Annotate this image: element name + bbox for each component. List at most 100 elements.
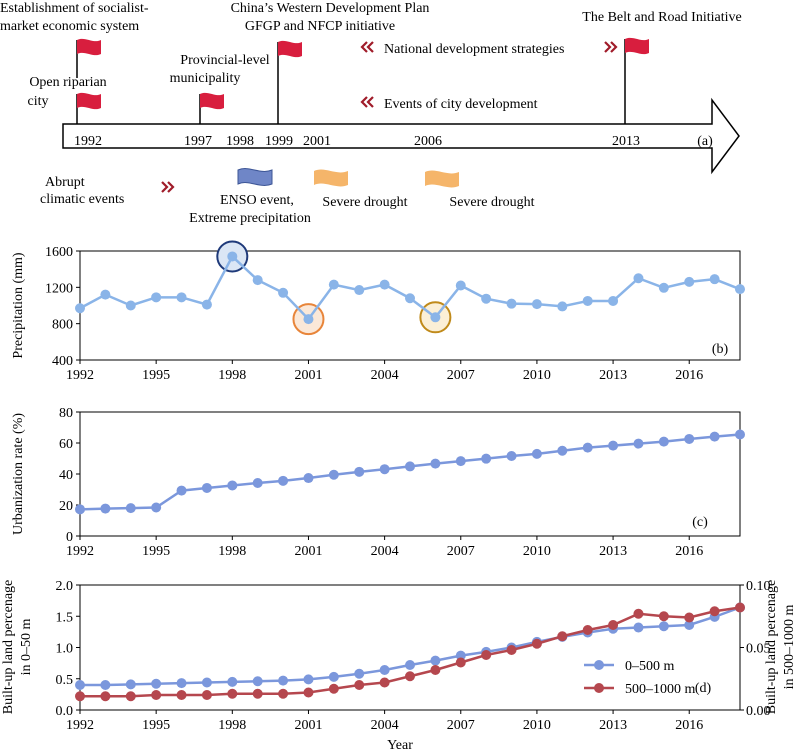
legend-city-label: Events of city development bbox=[384, 97, 538, 112]
panel-b-yticklabel-1200: 1200 bbox=[45, 281, 73, 296]
timeline-year-1999: 1999 bbox=[265, 134, 293, 149]
panel-b-point-2002 bbox=[328, 279, 339, 290]
legend-climate-label-line2: climatic events bbox=[40, 192, 124, 207]
panel-label-c: (c) bbox=[692, 515, 708, 530]
panel-c-yticklabel-40: 40 bbox=[59, 468, 73, 483]
panel-d-series-0-point-1993 bbox=[100, 680, 111, 690]
panel-c-x-ticklabel-2016: 2016 bbox=[675, 544, 703, 559]
city-event-1992-line2: city bbox=[28, 94, 49, 109]
panel-b-x-ticklabel-2004: 2004 bbox=[371, 368, 399, 383]
panel-c-point-1996 bbox=[176, 485, 187, 496]
panel-b-point-2014 bbox=[633, 273, 644, 284]
panel-b-point-2006 bbox=[430, 312, 441, 323]
panel-b-point-1994 bbox=[125, 300, 136, 311]
flag-1992-national bbox=[77, 38, 101, 56]
climate-event-2006-label: Severe drought bbox=[449, 195, 534, 210]
panel-b-point-2003 bbox=[354, 285, 365, 296]
panel-c-point-2003 bbox=[354, 466, 365, 477]
panel-d-yleft-ticklabel-1.5: 1.5 bbox=[56, 610, 74, 625]
panel-c-point-2014 bbox=[633, 438, 644, 449]
panel-c-point-1992 bbox=[75, 504, 85, 515]
panel-d-ylabel-right-line1: Built-up land percenage bbox=[764, 580, 779, 715]
panel-d-series-1-point-2010 bbox=[531, 638, 542, 649]
panel-b-point-2009 bbox=[506, 298, 517, 309]
panel-d-yright-ticklabel-0.10: 0.10 bbox=[746, 579, 771, 594]
panel-b-point-2008 bbox=[481, 293, 492, 304]
legend-climate-label-line1: Abrupt bbox=[45, 175, 85, 190]
timeline-year-2001: 2001 bbox=[303, 134, 331, 149]
panel-b-yticklabel-1600: 1600 bbox=[45, 245, 73, 260]
panel-d-series-0-point-1999 bbox=[252, 676, 263, 687]
panel-c-point-1998 bbox=[227, 480, 238, 491]
panel-d-series-1-point-2017 bbox=[709, 606, 720, 617]
panel-d-series-1-point-1992 bbox=[75, 691, 85, 702]
panel-b-point-2011 bbox=[557, 301, 568, 312]
legend-national-label: National development strategies bbox=[384, 42, 564, 57]
city-event-1992-line1: Open riparian bbox=[29, 75, 106, 90]
legend-city-chevron-1 bbox=[366, 96, 374, 108]
panel-b-x-ticklabel-1992: 1992 bbox=[66, 368, 94, 383]
panel-d-x-ticklabel-2007: 2007 bbox=[447, 718, 475, 733]
panel-d-series-1-point-2002 bbox=[328, 683, 339, 694]
panel-d-series-0-point-1994 bbox=[125, 679, 136, 690]
panel-d-series-1-point-2006 bbox=[430, 665, 441, 675]
panel-c-x-ticklabel-1995: 1995 bbox=[142, 544, 170, 559]
legend-climate-chevron-0 bbox=[161, 181, 169, 193]
panel-d-series-1-point-2018 bbox=[735, 602, 745, 613]
panel-c-point-1994 bbox=[125, 503, 136, 514]
panel-label-b: (b) bbox=[712, 342, 729, 357]
panel-d-series-0-point-1996 bbox=[176, 678, 187, 689]
panel-d-series-1-point-2003 bbox=[354, 680, 365, 690]
flag-1997-city bbox=[200, 92, 224, 110]
flag-2013-national bbox=[625, 37, 649, 55]
panel-d-series-1-point-1995 bbox=[151, 690, 162, 700]
panel-b-point-1996 bbox=[176, 292, 187, 303]
panel-d-series-0-point-2007 bbox=[455, 650, 466, 661]
flag-1992-city bbox=[77, 92, 101, 110]
climate-event-1998-line1: ENSO event, bbox=[220, 193, 294, 208]
climate-banner-1998 bbox=[237, 168, 273, 186]
panel-d-series-1-point-2007 bbox=[455, 657, 466, 668]
panel-d-series-1-point-2011 bbox=[557, 631, 568, 642]
panel-b-yticklabel-800: 800 bbox=[52, 318, 73, 333]
panel-c-point-2005 bbox=[405, 461, 415, 472]
panel-c-point-1993 bbox=[100, 503, 111, 514]
panel-d-series-1-point-1993 bbox=[100, 691, 111, 702]
timeline-year-1992: 1992 bbox=[74, 134, 102, 149]
panel-c-point-2010 bbox=[531, 448, 542, 459]
panel-d-series-1-point-1994 bbox=[125, 691, 136, 702]
panel-c-point-2011 bbox=[557, 445, 568, 456]
timeline-year-1998: 1998 bbox=[226, 134, 254, 149]
panel-b-point-2013 bbox=[608, 295, 619, 306]
panel-c-x-ticklabel-1992: 1992 bbox=[66, 544, 94, 559]
panel-d-legend-label-1: 500–1000 m bbox=[625, 682, 696, 697]
city-event-1997-line1: Provincial-level bbox=[180, 53, 270, 68]
panel-d-series-1-point-2005 bbox=[405, 671, 415, 682]
panel-b-point-2015 bbox=[658, 282, 669, 293]
national-event-2013-line1: The Belt and Road Initiative bbox=[582, 10, 741, 25]
panel-b-x-ticklabel-1995: 1995 bbox=[142, 368, 170, 383]
panel-b-point-2007 bbox=[455, 280, 466, 291]
panel-d-series-0-point-2003 bbox=[354, 668, 365, 679]
panel-d-x-ticklabel-2016: 2016 bbox=[675, 718, 703, 733]
panel-c-point-2004 bbox=[379, 464, 390, 475]
national-event-1999-line2: GFGP and NFCP initiative bbox=[245, 19, 395, 34]
panel-d-x-ticklabel-2010: 2010 bbox=[523, 718, 551, 733]
panel-d-series-0-point-1995 bbox=[151, 678, 162, 689]
panel-c-x-ticklabel-2007: 2007 bbox=[447, 544, 475, 559]
climate-banner-2001 bbox=[314, 169, 348, 187]
panel-d-series-1-point-1996 bbox=[176, 690, 187, 700]
city-event-1997-line2: municipality bbox=[170, 71, 241, 86]
panel-b-line bbox=[79, 254, 741, 322]
climate-banner-2006 bbox=[425, 170, 459, 188]
panel-b-point-2018 bbox=[735, 284, 745, 295]
panel-d-series-0-point-2016 bbox=[684, 620, 695, 630]
timeline-arrow bbox=[62, 97, 740, 175]
panel-b-point-1998 bbox=[227, 251, 238, 262]
panel-d-series-0-point-1997 bbox=[201, 677, 212, 688]
panel-b-point-1995 bbox=[151, 292, 162, 303]
panel-c-x-ticklabel-2010: 2010 bbox=[523, 544, 551, 559]
panel-d-yleft-ticklabel-2.0: 2.0 bbox=[56, 579, 74, 594]
panel-c-point-2013 bbox=[608, 440, 619, 451]
